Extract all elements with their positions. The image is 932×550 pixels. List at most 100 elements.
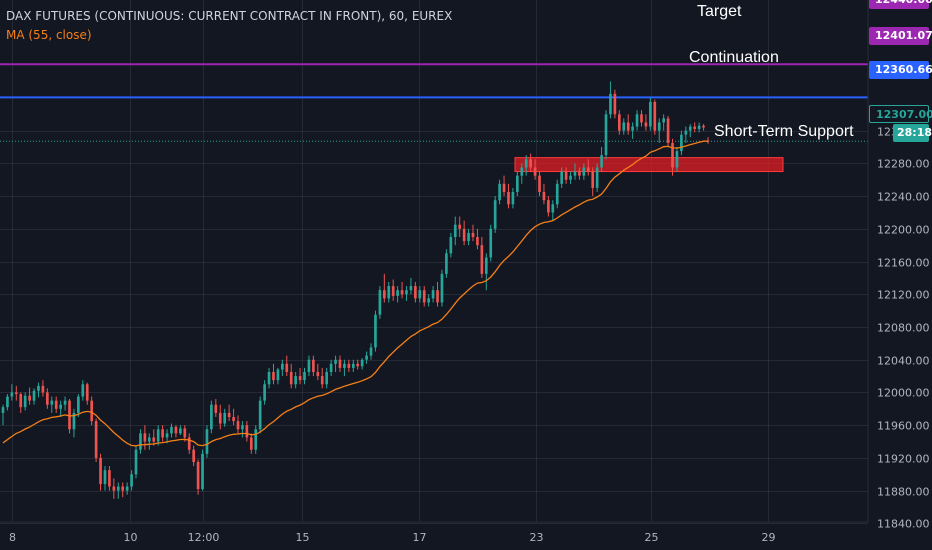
candle-body (320, 376, 324, 385)
candle (436, 282, 439, 307)
candle-body (6, 396, 9, 408)
candle (396, 286, 399, 303)
candle (23, 392, 27, 411)
candle-body (85, 384, 89, 401)
indicator-label[interactable]: MA (55, close) (6, 28, 92, 42)
candle-body (609, 93, 612, 115)
candle (179, 425, 182, 435)
candle-body (564, 171, 568, 180)
candle-body (662, 118, 665, 123)
candle-body (183, 428, 187, 438)
candle (631, 122, 634, 139)
candle (378, 286, 382, 319)
candle-body (578, 171, 581, 176)
candle (285, 355, 289, 377)
candle (245, 421, 249, 442)
candle-body (360, 359, 364, 367)
candle (254, 425, 258, 454)
candle (622, 118, 626, 135)
candle-body (147, 437, 151, 442)
candle (210, 400, 213, 434)
candle (538, 171, 541, 197)
candle (1, 404, 5, 426)
candle (139, 429, 142, 454)
candle-body (489, 228, 493, 258)
candle (405, 286, 408, 301)
candle-body (103, 470, 107, 485)
candle-body (294, 376, 297, 385)
candle-body (227, 412, 231, 417)
candle-body (458, 224, 462, 229)
candle-body (635, 114, 639, 127)
candle-body (72, 412, 76, 430)
time-tick-label: 29 (762, 531, 776, 544)
candle (298, 367, 302, 385)
candle-body (37, 385, 40, 391)
time-tick-label: 12:00 (188, 531, 220, 544)
candle (591, 167, 595, 197)
candle-body (99, 457, 102, 485)
candle-body (573, 171, 577, 176)
candle (467, 228, 470, 246)
candle (147, 433, 151, 450)
candle (338, 355, 342, 372)
candle (356, 359, 360, 370)
candle-body (174, 426, 178, 434)
candle (697, 122, 701, 133)
symbol-title[interactable]: DAX FUTURES (CONTINUOUS: CURRENT CONTRAC… (6, 9, 453, 23)
continuation-price-badge: 12360.66 (869, 61, 932, 79)
candle (125, 482, 129, 495)
time-tick-label: 25 (645, 531, 659, 544)
candle (90, 396, 94, 426)
support-zone[interactable] (514, 157, 784, 173)
candle-body (600, 155, 603, 168)
candle-body (551, 204, 555, 213)
candle-body (582, 167, 586, 176)
candle (480, 237, 484, 278)
candle-body (312, 359, 315, 372)
candle (476, 228, 479, 250)
candle (152, 429, 156, 446)
candle (267, 367, 271, 389)
candle-body (622, 122, 626, 131)
candle-body (77, 396, 80, 413)
candle-body (303, 372, 306, 381)
candle-body (298, 376, 302, 381)
candle-body (453, 224, 457, 237)
candle (227, 404, 231, 422)
candle (662, 114, 665, 131)
candle (10, 384, 14, 401)
candle (582, 163, 586, 180)
moving-average-line (2, 140, 708, 447)
candle-body (210, 404, 213, 430)
candle (14, 385, 18, 401)
candle-body (232, 417, 235, 422)
candle-body (41, 385, 45, 393)
candle-body (81, 384, 85, 397)
candle-body (591, 171, 595, 188)
candle-body (476, 237, 479, 246)
candle (272, 363, 275, 385)
price-tick-label: 11840.00 (877, 518, 930, 531)
candle (347, 359, 351, 372)
candle (205, 425, 209, 458)
candle (702, 124, 705, 131)
candle (329, 359, 333, 377)
candle (427, 294, 430, 307)
candle-body (281, 363, 284, 370)
candle-body (555, 183, 559, 205)
candle-body (14, 392, 18, 395)
candle-body (50, 400, 54, 405)
candle-body (351, 363, 355, 368)
candle-body (307, 359, 311, 372)
candle-body (542, 192, 546, 201)
candle (54, 396, 58, 413)
candle (471, 224, 475, 242)
candle (325, 367, 329, 389)
candle-body (400, 290, 404, 295)
candle (46, 388, 49, 409)
candle (174, 425, 178, 438)
candle-body (680, 134, 683, 152)
candle-body (1, 407, 5, 413)
